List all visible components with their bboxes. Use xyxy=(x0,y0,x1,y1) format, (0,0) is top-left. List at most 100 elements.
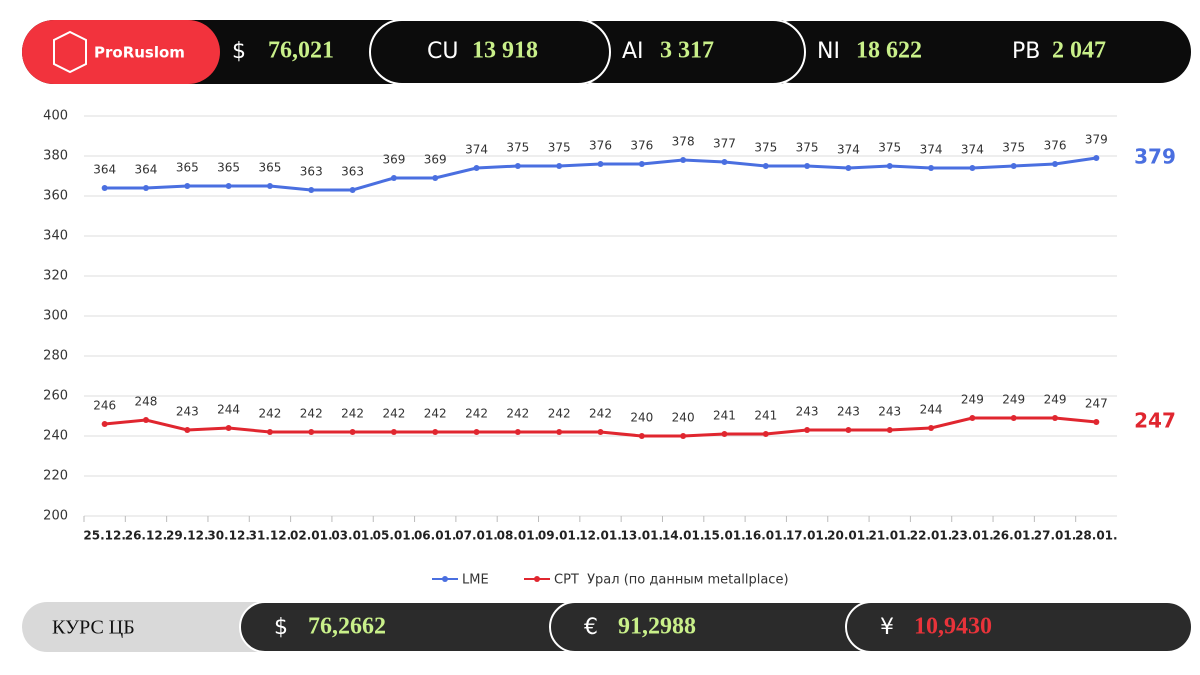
point xyxy=(432,175,439,181)
point xyxy=(308,187,315,193)
point xyxy=(886,163,893,169)
data-label: 363 xyxy=(300,165,323,179)
point xyxy=(473,429,480,435)
point xyxy=(680,157,687,163)
point xyxy=(804,163,811,169)
point xyxy=(721,431,728,437)
data-label: 363 xyxy=(341,165,364,179)
point xyxy=(1010,163,1017,169)
data-label: 379 xyxy=(1085,133,1108,147)
data-label: 249 xyxy=(1044,393,1067,407)
data-label: 242 xyxy=(341,407,364,421)
rate-value: 91,2988 xyxy=(618,614,696,640)
point xyxy=(969,165,976,171)
logo-pill xyxy=(22,20,220,84)
data-label: 369 xyxy=(424,153,447,167)
x-tick-label: 08.01. xyxy=(497,529,540,543)
point xyxy=(514,163,521,169)
data-label: 375 xyxy=(796,141,819,155)
end-label: 247 xyxy=(1134,409,1176,433)
ticker-symbol: PB xyxy=(1012,39,1040,64)
point xyxy=(845,427,852,433)
data-label: 374 xyxy=(920,143,943,157)
ticker-symbol: AI xyxy=(622,39,644,64)
x-tick-label: 29.12. xyxy=(166,529,209,543)
x-tick-label: 03.01. xyxy=(331,529,374,543)
data-label: 365 xyxy=(176,161,199,175)
ticker-symbol: $ xyxy=(232,39,246,64)
rate-value: 10,9430 xyxy=(914,614,992,640)
point xyxy=(597,161,604,167)
point xyxy=(101,185,108,191)
y-tick-label: 280 xyxy=(43,349,68,364)
data-label: 243 xyxy=(176,405,199,419)
legend-dot xyxy=(442,576,448,582)
x-tick-label: 15.01. xyxy=(703,529,746,543)
y-tick-label: 360 xyxy=(43,189,68,204)
point xyxy=(721,159,728,165)
point xyxy=(680,433,687,439)
point xyxy=(349,187,356,193)
data-label: 376 xyxy=(1044,139,1067,153)
data-label: 364 xyxy=(93,163,116,177)
point xyxy=(969,415,976,421)
footer-label: КУРС ЦБ xyxy=(52,617,135,639)
data-label: 241 xyxy=(754,409,777,423)
data-label: 242 xyxy=(300,407,323,421)
data-label: 242 xyxy=(548,407,571,421)
point xyxy=(638,433,645,439)
data-label: 249 xyxy=(961,393,984,407)
point xyxy=(225,183,232,189)
y-tick-label: 340 xyxy=(43,229,68,244)
point xyxy=(928,425,935,431)
data-label: 244 xyxy=(920,403,943,417)
point xyxy=(556,163,563,169)
x-tick-label: 09.01. xyxy=(538,529,581,543)
y-tick-label: 320 xyxy=(43,269,68,284)
data-label: 374 xyxy=(961,143,984,157)
point xyxy=(266,429,273,435)
point xyxy=(266,183,273,189)
data-label: 242 xyxy=(465,407,488,421)
point xyxy=(225,425,232,431)
point xyxy=(184,427,191,433)
data-label: 364 xyxy=(135,163,158,177)
x-tick-label: 22.01. xyxy=(910,529,953,543)
legend-dot xyxy=(534,576,540,582)
data-label: 247 xyxy=(1085,397,1108,411)
rate-symbol: € xyxy=(584,615,598,640)
data-label: 243 xyxy=(837,405,860,419)
rate-symbol: $ xyxy=(274,615,288,640)
data-label: 376 xyxy=(630,139,653,153)
data-label: 242 xyxy=(424,407,447,421)
data-label: 375 xyxy=(878,141,901,155)
x-tick-label: 28.01. xyxy=(1075,529,1118,543)
rate-pill xyxy=(845,601,1193,653)
x-tick-label: 17.01. xyxy=(786,529,829,543)
data-label: 378 xyxy=(672,135,695,149)
data-label: 365 xyxy=(217,161,240,175)
point xyxy=(1010,415,1017,421)
x-tick-label: 25.12. xyxy=(83,529,126,543)
point xyxy=(804,427,811,433)
y-tick-label: 400 xyxy=(43,109,68,124)
point xyxy=(184,183,191,189)
point xyxy=(390,429,397,435)
point xyxy=(845,165,852,171)
logo-text: ProRuslom xyxy=(94,44,185,62)
point xyxy=(142,417,149,423)
ticker-symbol: CU xyxy=(427,39,458,64)
y-tick-label: 200 xyxy=(43,509,68,524)
ticker-value: 2 047 xyxy=(1052,38,1106,64)
rate-value: 76,2662 xyxy=(308,614,386,640)
x-tick-label: 26.12. xyxy=(125,529,168,543)
point xyxy=(1093,155,1100,161)
point xyxy=(762,431,769,437)
x-tick-label: 12.01. xyxy=(579,529,622,543)
x-tick-label: 02.01. xyxy=(290,529,333,543)
point xyxy=(432,429,439,435)
data-label: 377 xyxy=(713,137,736,151)
footer-label-pill xyxy=(22,602,282,652)
ticker-symbol: NI xyxy=(817,39,840,64)
point xyxy=(556,429,563,435)
